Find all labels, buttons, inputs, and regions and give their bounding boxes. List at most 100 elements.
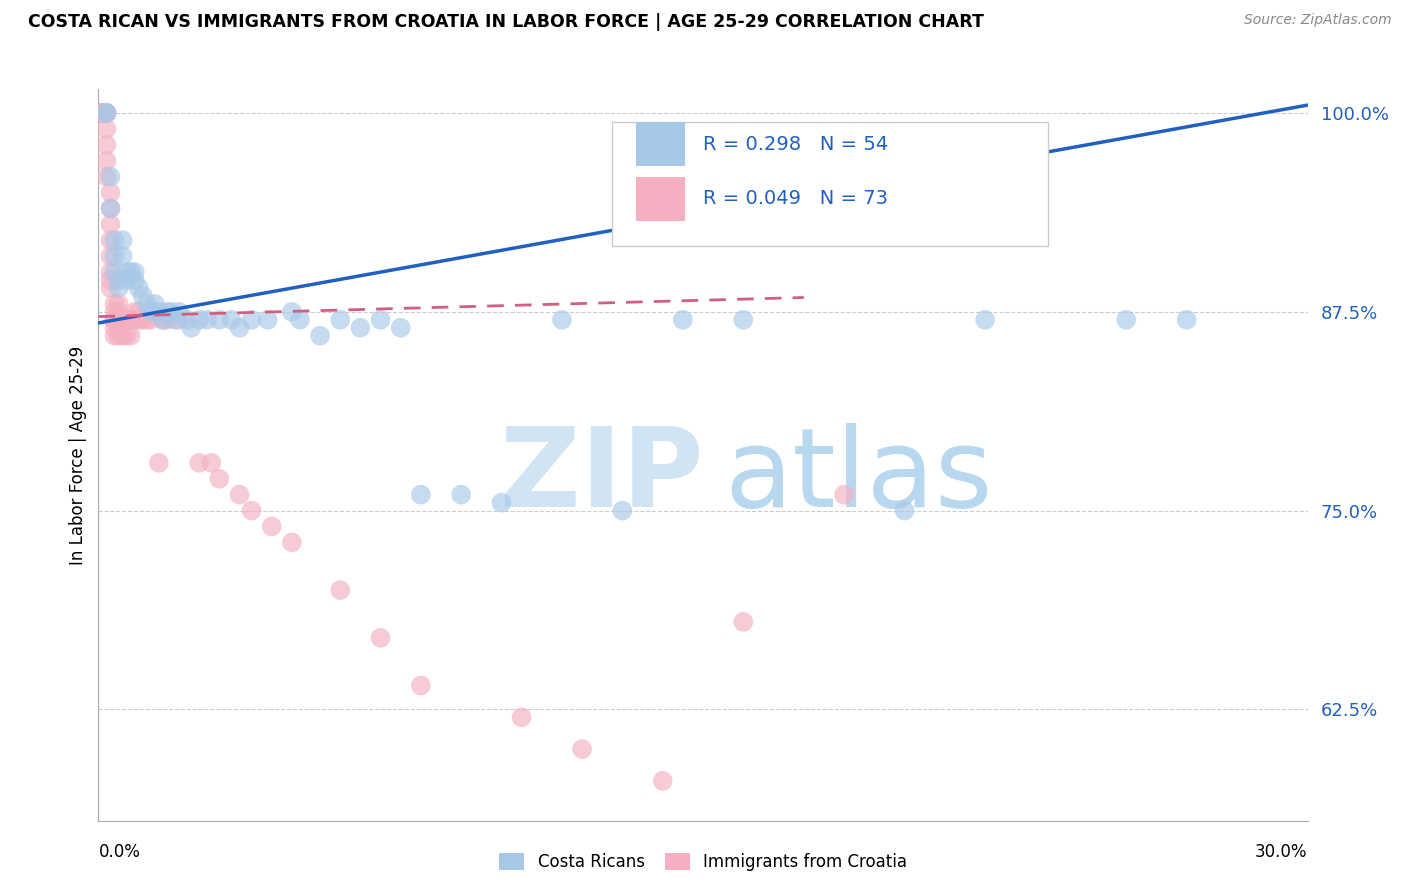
Point [91, 106, 114, 120]
Text: 30.0%: 30.0% [1256, 843, 1308, 861]
Point [256, 312, 278, 326]
Point [107, 305, 129, 319]
Point [103, 312, 125, 326]
Point [124, 273, 146, 287]
FancyBboxPatch shape [612, 122, 1047, 246]
Point [893, 503, 915, 517]
Point [240, 312, 263, 326]
Point [96, 106, 118, 120]
Point [111, 328, 134, 343]
Point [103, 233, 125, 247]
Point [91, 106, 114, 120]
Point [132, 312, 155, 326]
Point [111, 320, 134, 334]
Point [115, 328, 138, 343]
Point [100, 281, 122, 295]
Point [349, 320, 371, 334]
Point [180, 320, 202, 334]
Point [124, 265, 146, 279]
Point [100, 233, 122, 247]
Point [124, 312, 146, 326]
Point [156, 312, 179, 326]
Point [107, 312, 129, 326]
Point [100, 265, 122, 279]
Point [571, 742, 593, 756]
Text: 0.0%: 0.0% [98, 843, 141, 861]
Point [135, 312, 157, 326]
Point [111, 233, 134, 247]
Point [143, 297, 166, 311]
Point [91, 106, 114, 120]
Point [152, 312, 174, 326]
Point [309, 328, 332, 343]
Point [491, 495, 513, 509]
Point [96, 106, 118, 120]
Point [103, 265, 125, 279]
Point [107, 273, 129, 287]
Point [329, 583, 352, 598]
Point [409, 488, 432, 502]
Point [139, 312, 162, 326]
Point [124, 305, 146, 319]
Point [510, 710, 533, 724]
Point [167, 312, 190, 326]
Point [103, 305, 125, 319]
Y-axis label: In Labor Force | Age 25-29: In Labor Force | Age 25-29 [69, 345, 87, 565]
Point [107, 328, 129, 343]
Point [91, 106, 114, 120]
Point [103, 312, 125, 326]
Point [139, 305, 162, 319]
Point [96, 137, 118, 152]
Point [135, 297, 157, 311]
Point [1115, 312, 1137, 326]
Point [100, 202, 122, 216]
Point [96, 106, 118, 120]
Point [733, 312, 755, 326]
Point [228, 488, 250, 502]
Point [612, 503, 634, 517]
Text: Source: ZipAtlas.com: Source: ZipAtlas.com [1244, 13, 1392, 28]
Point [100, 202, 122, 216]
Bar [637, 177, 685, 221]
Point [111, 312, 134, 326]
Point [208, 312, 231, 326]
Point [832, 488, 855, 502]
Point [107, 320, 129, 334]
Point [450, 488, 472, 502]
Point [100, 218, 122, 232]
Point [152, 312, 174, 326]
Point [103, 320, 125, 334]
Point [120, 328, 142, 343]
Point [128, 312, 150, 326]
Point [115, 273, 138, 287]
Point [156, 305, 179, 319]
Point [148, 456, 170, 470]
Point [228, 320, 250, 334]
Point [389, 320, 412, 334]
Point [96, 153, 118, 168]
Point [103, 249, 125, 263]
Point [103, 328, 125, 343]
Point [107, 297, 129, 311]
Point [96, 169, 118, 184]
Point [409, 678, 432, 692]
Point [96, 122, 118, 136]
Point [120, 312, 142, 326]
Point [103, 297, 125, 311]
Point [160, 305, 183, 319]
Point [91, 106, 114, 120]
Text: R = 0.298   N = 54: R = 0.298 N = 54 [703, 135, 889, 153]
Point [132, 289, 155, 303]
Point [281, 305, 304, 319]
Point [260, 519, 283, 533]
Point [176, 312, 198, 326]
Point [96, 106, 118, 120]
Point [91, 106, 114, 120]
Point [672, 312, 695, 326]
Point [281, 535, 304, 549]
Point [288, 312, 311, 326]
Point [100, 169, 122, 184]
Text: COSTA RICAN VS IMMIGRANTS FROM CROATIA IN LABOR FORCE | AGE 25-29 CORRELATION CH: COSTA RICAN VS IMMIGRANTS FROM CROATIA I… [28, 13, 984, 31]
Bar [637, 122, 685, 166]
Point [195, 312, 218, 326]
